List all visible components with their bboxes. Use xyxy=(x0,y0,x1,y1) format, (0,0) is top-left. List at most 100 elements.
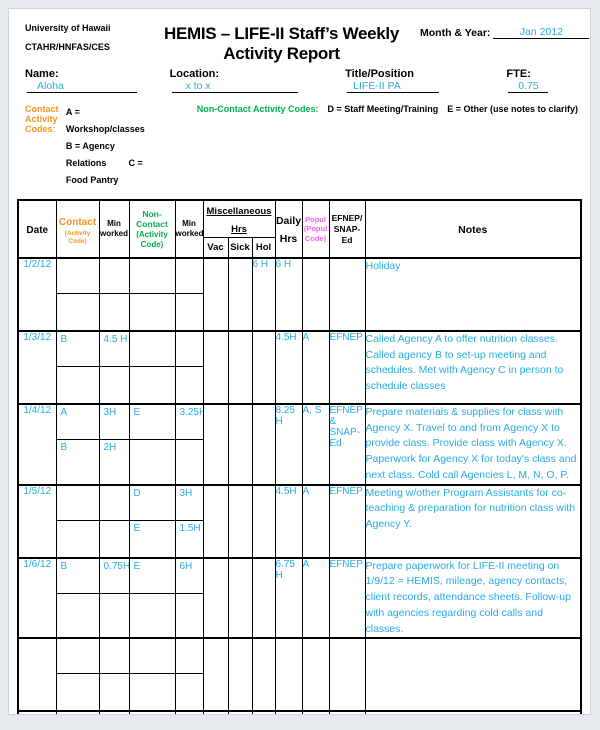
contact-min-cell xyxy=(98,483,130,559)
daily-hrs-cell: 4.5H xyxy=(274,329,303,405)
table-header-row: Date Contact (Activity Code) Min worked N… xyxy=(17,199,582,259)
daily-hrs-cell: 4.5H xyxy=(274,483,303,559)
contact-code-cell xyxy=(55,483,100,559)
notes-cell: Called Agency A to offer nutrition class… xyxy=(364,329,582,405)
totals-notes xyxy=(364,710,582,714)
totals-contact-min-value: 10.25H xyxy=(98,710,130,714)
title-position-label: Title/Position xyxy=(345,68,414,80)
popul-cell: A, S xyxy=(301,402,330,486)
notes-cell: Prepare materials & supplies for class w… xyxy=(364,402,582,486)
efnep-cell: EFNEP xyxy=(328,483,366,559)
name-value: Aloha xyxy=(27,80,137,93)
hol-cell xyxy=(251,483,276,559)
col-header-notes: Notes xyxy=(364,199,582,259)
hol-cell xyxy=(251,556,276,639)
col-header-min-worked-noncontact: Min worked xyxy=(174,199,204,259)
efnep-cell: EFNEP & SNAP-Ed xyxy=(328,402,366,486)
hol-cell xyxy=(251,402,276,486)
month-year-value: Jan 2012 xyxy=(493,26,590,39)
popul-cell xyxy=(301,637,330,712)
col-header-sick: Sick xyxy=(227,237,253,259)
activity-code-legend: Contact Activity Codes: A = Workshop/cla… xyxy=(9,93,590,189)
totals-row: Totals Contact Min 10.25H Non-Contact Mi… xyxy=(17,710,582,714)
table-row: 1/3/12 B 4.5 H 4.5H A EFNEP Called Agenc… xyxy=(17,329,582,405)
location-label: Location: xyxy=(169,68,220,80)
efnep-cell: EFNEP xyxy=(328,329,366,405)
contact-min-cell: 4.5 H xyxy=(98,329,130,405)
totals-popul xyxy=(301,710,330,714)
contact-min-cell xyxy=(98,256,130,332)
noncontact-codes-label: Non-Contact Activity Codes: xyxy=(196,104,319,114)
noncontact-min-cell xyxy=(174,256,204,332)
contact-codes-items: A = Workshop/classes B = Agency Relation… xyxy=(66,104,145,189)
contact-code-cell xyxy=(55,637,100,712)
notes-cell: Holiday xyxy=(364,256,582,332)
org-line2: CTAHR/HNFAS/CES xyxy=(25,41,110,52)
efnep-cell xyxy=(328,256,366,332)
popul-cell: A xyxy=(301,556,330,639)
col-header-hol: Hol xyxy=(251,237,276,259)
fte-value: 0.75 xyxy=(508,80,549,93)
page-title: HEMIS – LIFE-II Staff’s Weekly Activity … xyxy=(163,24,400,63)
date-cell: 1/3/12 xyxy=(17,329,57,405)
date-cell: 1/4/12 xyxy=(17,402,57,486)
noncontact-min-cell: 3H 1.5H xyxy=(174,483,204,559)
org-line1: University of Hawaii xyxy=(25,23,111,33)
totals-vac: V xyxy=(202,710,229,714)
notes-cell: Meeting w/other Program Assistants for c… xyxy=(364,483,582,559)
fte-label: FTE: xyxy=(506,68,531,80)
noncontact-code-cell xyxy=(128,329,176,405)
vac-cell xyxy=(202,556,229,639)
totals-sick: S xyxy=(227,710,253,714)
contact-min-cell: 3H 2H xyxy=(98,402,130,486)
noncontact-min-cell: 6H xyxy=(174,556,204,639)
table-subheader-row: Vac Sick Hol xyxy=(18,237,581,259)
col-header-noncontact: Non-Contact (Activity Code) xyxy=(128,199,176,259)
col-header-min-worked-contact: Min worked xyxy=(98,199,130,259)
totals-noncontact-min-value: 13.75 H xyxy=(174,710,204,714)
popul-cell xyxy=(301,256,330,332)
contact-code-cell xyxy=(55,256,100,332)
contact-code-cell: B xyxy=(55,329,100,405)
vac-cell xyxy=(202,483,229,559)
report-page: University of Hawaii CTAHR/HNFAS/CES HEM… xyxy=(8,8,591,715)
popul-cell: A xyxy=(301,329,330,405)
contact-min-cell: 0.75H xyxy=(98,556,130,639)
totals-label: Totals xyxy=(17,710,57,714)
col-header-daily-hrs: Daily Hrs xyxy=(274,199,303,259)
totals-contact-min-label: Contact Min xyxy=(55,710,100,714)
noncontact-min-cell xyxy=(174,329,204,405)
col-header-miscellaneous-hrs: Miscellaneous Hrs xyxy=(202,199,276,239)
noncontact-codes: Non-Contact Activity Codes: D = Staff Me… xyxy=(197,104,578,114)
noncontact-code-cell: E xyxy=(128,402,176,486)
efnep-cell: EFNEP xyxy=(328,556,366,639)
vac-cell xyxy=(202,637,229,712)
vac-cell xyxy=(202,329,229,405)
popul-cell: A xyxy=(301,483,330,559)
contact-code-a: A = Workshop/classes xyxy=(65,107,145,135)
date-cell: 1/2/12 xyxy=(17,256,57,332)
sick-cell xyxy=(227,483,253,559)
fte-field: FTE: 0.75 xyxy=(506,68,574,93)
vac-cell xyxy=(202,402,229,486)
date-cell xyxy=(17,637,57,712)
hol-cell xyxy=(251,329,276,405)
month-year-label: Month & Year: xyxy=(420,27,491,39)
vac-cell xyxy=(202,256,229,332)
notes-cell xyxy=(364,637,582,712)
daily-hrs-cell xyxy=(274,637,303,712)
table-row: 1/6/12 B 0.75H E 6H 6.75 H A EFNEP Prepa… xyxy=(17,556,582,639)
date-cell: 1/5/12 xyxy=(17,483,57,559)
daily-hrs-cell: 8.25 H xyxy=(274,402,303,486)
identity-fields: Name: Aloha Location: x to x Title/Posit… xyxy=(9,64,590,93)
organization-block: University of Hawaii CTAHR/HNFAS/CES xyxy=(25,19,143,57)
totals-noncontact-min-label: Non-Contact Min xyxy=(128,710,176,714)
col-header-contact: Contact (Activity Code) xyxy=(55,199,100,259)
sick-cell xyxy=(227,256,253,332)
totals-daily: Daily30H xyxy=(274,710,303,714)
noncontact-code-d: D = Staff Meeting/Training xyxy=(327,104,439,114)
